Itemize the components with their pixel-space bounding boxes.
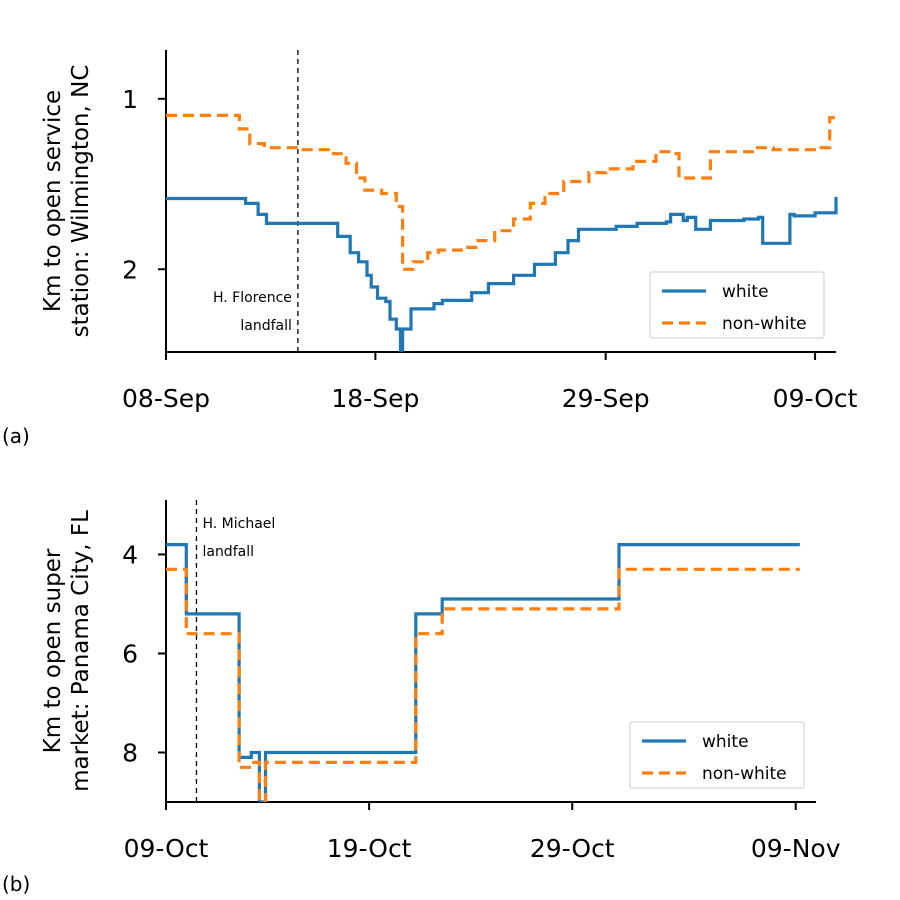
y-tick-label: 6	[122, 639, 138, 668]
legend-label-non-white: non-white	[722, 314, 807, 334]
landfall-annotation: H. Florence	[213, 290, 292, 306]
y-tick-label: 8	[122, 738, 138, 767]
series-line-white	[166, 543, 800, 802]
series-line-white	[166, 196, 838, 352]
x-tick-label: 08-Sep	[122, 384, 210, 413]
x-tick-label: 29-Oct	[530, 834, 615, 863]
legend: white non-white	[649, 271, 825, 339]
chart-panel-0: 1 2 08-Sep 18-Sep 29-Sep 09-Oct Km to open ser…	[2, 50, 858, 448]
series-line-non-white	[166, 567, 800, 802]
y-tick-label: 4	[122, 540, 138, 569]
panel-label: (b)	[2, 872, 30, 896]
y-tick-label: 2	[122, 255, 138, 284]
panel-label: (a)	[2, 424, 30, 448]
x-tick-label: 29-Sep	[562, 384, 650, 413]
y-axis-title-line: Km to open super	[40, 548, 66, 753]
landfall-annotation: H. Michael	[202, 516, 275, 532]
legend-box	[629, 721, 805, 789]
y-axis-title: Km to open servicestation: Wilmington, N…	[40, 65, 94, 338]
legend-label-white: white	[702, 732, 749, 752]
y-axis-title: Km to open supermarket: Panama City, FL	[40, 510, 94, 792]
landfall-annotation: landfall	[202, 544, 254, 560]
y-axis-title-line: station: Wilmington, NC	[68, 65, 94, 338]
legend-label-white: white	[722, 282, 769, 302]
x-tick-label: 09-Oct	[124, 834, 209, 863]
legend-label-non-white: non-white	[702, 764, 787, 784]
x-tick-label: 09-Oct	[773, 384, 858, 413]
legend-box	[649, 271, 825, 339]
y-axis-title-line: market: Panama City, FL	[68, 510, 94, 792]
landfall-annotation: landfall	[240, 318, 292, 334]
x-tick-label: 19-Oct	[327, 834, 412, 863]
x-tick-label: 18-Sep	[331, 384, 419, 413]
legend: white non-white	[629, 721, 805, 789]
x-tick-label: 09-Nov	[751, 834, 841, 863]
y-tick-label: 1	[122, 85, 138, 114]
series-line-non-white	[166, 113, 838, 271]
y-axis-title-line: Km to open service	[40, 90, 66, 312]
chart-panel-1: 4 6 8 09-Oct 19-Oct 29-Oct 09-Nov Km to open su…	[2, 500, 841, 896]
